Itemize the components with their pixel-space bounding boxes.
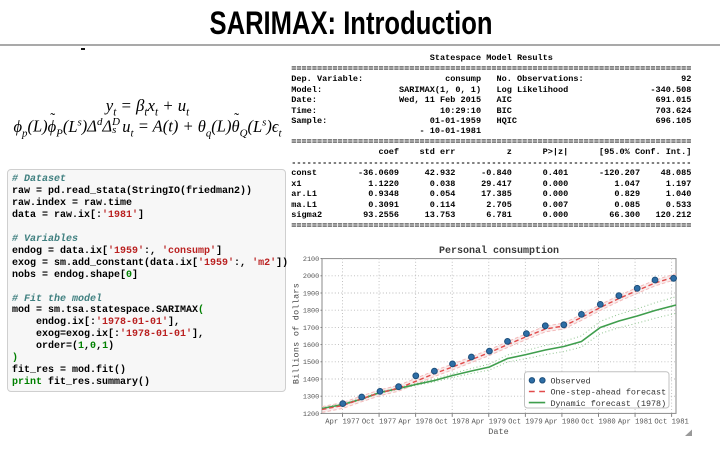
svg-text:1400: 1400: [303, 376, 319, 384]
svg-text:Apr 1979: Apr 1979: [472, 418, 507, 426]
svg-text:1900: 1900: [303, 290, 319, 298]
svg-text:Oct 1981: Oct 1981: [654, 418, 689, 426]
svg-text:Oct 1978: Oct 1978: [435, 418, 470, 426]
svg-text:1500: 1500: [303, 359, 319, 367]
svg-text:2000: 2000: [303, 273, 319, 281]
svg-text:1700: 1700: [303, 325, 319, 333]
svg-text:Observed: Observed: [551, 376, 591, 386]
svg-text:Billions of dollars: Billions of dollars: [292, 283, 302, 384]
svg-text:2100: 2100: [303, 256, 319, 264]
svg-text:Apr 1981: Apr 1981: [618, 418, 653, 426]
svg-text:1800: 1800: [303, 308, 319, 316]
svg-text:Apr 1977: Apr 1977: [325, 418, 360, 426]
svg-text:Personal consumption: Personal consumption: [439, 245, 559, 257]
svg-text:Dynamic forecast (1978): Dynamic forecast (1978): [551, 399, 667, 409]
svg-text:Date: Date: [488, 427, 508, 437]
svg-text:One-step-ahead forecast: One-step-ahead forecast: [551, 388, 667, 398]
svg-text:Oct 1977: Oct 1977: [362, 418, 397, 426]
svg-text:1200: 1200: [303, 411, 319, 419]
svg-text:Apr 1978: Apr 1978: [398, 418, 433, 426]
svg-text:1300: 1300: [303, 394, 319, 402]
svg-text:Oct 1980: Oct 1980: [581, 418, 616, 426]
svg-text:1600: 1600: [303, 342, 319, 350]
svg-text:Oct 1979: Oct 1979: [508, 418, 543, 426]
svg-text:Apr 1980: Apr 1980: [545, 418, 580, 426]
